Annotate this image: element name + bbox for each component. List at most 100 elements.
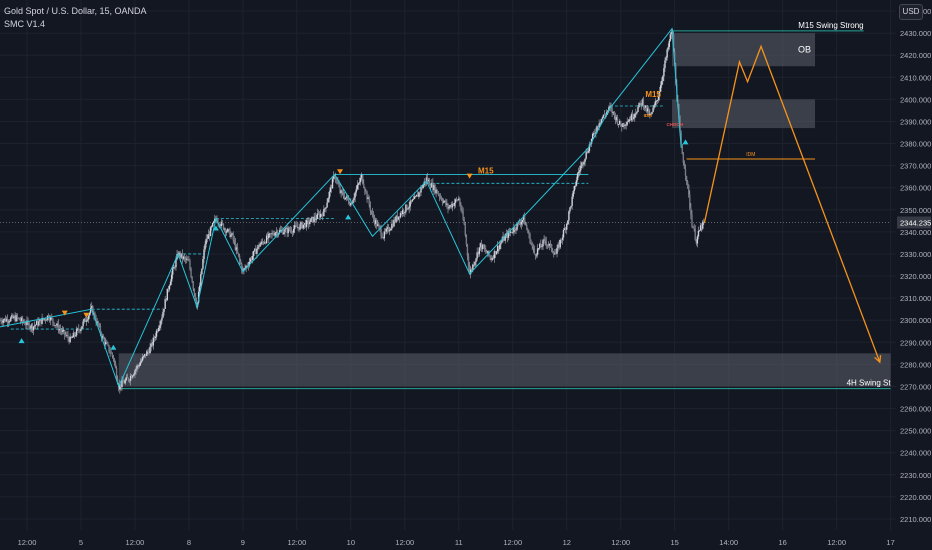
candle-body [703,221,705,223]
candle-body [15,315,17,322]
candle-body [79,330,81,332]
candle-body [347,199,350,204]
candle-body [380,228,382,236]
candle-body [564,228,567,230]
candle-body [71,337,74,339]
candle-body [317,213,320,215]
price-tick-label: 2260.000 [900,405,931,414]
candle-body [156,330,159,332]
candle-body [152,337,154,346]
candle-body [398,216,401,218]
candle-body [425,177,428,183]
candle-body [162,311,164,318]
candle-body [225,231,228,233]
candle-body [472,264,474,270]
candle-body [73,332,76,336]
currency-button[interactable]: USD [899,4,923,20]
candle-body [359,177,362,183]
candle-body [659,85,662,92]
candle-body [537,248,540,249]
candle-body [621,126,623,128]
candle-body [485,249,487,252]
candle-body [581,162,583,166]
candle-body [475,258,477,262]
candle-body [0,320,2,322]
candle-body [645,105,648,112]
candle-body [132,375,134,378]
candle-body [297,227,299,229]
candle-body [202,259,204,269]
candle-body [181,253,184,259]
price-axis[interactable]: 2210.000 2220.000 2230.000 2240.000 2250.000… [896,0,932,550]
swing-low-marker [110,344,117,350]
candle-body [224,228,227,233]
time-tick-label: 15 [671,538,679,547]
candle-body [652,107,654,112]
candle-body [613,111,615,116]
candle-body [683,162,686,169]
candle-body [521,219,524,222]
candle-body [104,339,106,345]
price-tick-label: 2350.000 [900,206,931,215]
candle-body [194,293,197,301]
candle-body [570,205,572,208]
candle-body [642,99,645,108]
candle-body [254,248,256,251]
candle-body [160,320,162,326]
candle-body [260,241,262,245]
candle-body [587,151,590,153]
candle-body [636,111,638,114]
candle-body [573,186,576,192]
candle-body [59,329,62,331]
candle-body [664,60,666,69]
candle-body [622,123,624,128]
candle-body [692,226,694,229]
candle-body [533,248,536,255]
indicator-label[interactable]: SMC V1.4 [4,19,46,29]
candle-body [164,299,166,309]
candle-body [594,133,596,134]
candle-body [62,329,65,331]
candle-body [378,224,380,227]
time-tick-label: 8 [187,538,191,547]
candle-body [223,228,226,230]
swing-low-marker [682,139,689,145]
candle-body [329,187,332,192]
candle-body [268,233,270,239]
candle-body [441,200,444,203]
candle-body [404,212,406,213]
candle-body [235,247,238,250]
candle-body [179,252,181,258]
time-axis[interactable]: 12:00 5 12:00 8 9 12:00 10 12:00 11 12:00 12 12:00 1… [0,530,932,550]
candle-body [16,315,18,318]
candle-body [306,220,309,221]
candle-body [691,214,693,227]
candle-body [534,254,537,256]
candle-body [550,244,553,251]
candle-body [468,266,471,275]
candle-body [128,380,131,382]
candle-body [681,145,683,155]
candle-body [554,253,556,255]
candle-body [187,259,189,261]
candle-body [222,223,225,230]
chart-grid [0,0,896,530]
candle-body [474,261,476,266]
price-tick-label: 2360.000 [900,184,931,193]
candle-body [381,235,383,238]
price-tick-label: 2330.000 [900,250,931,259]
candle-body [432,182,434,191]
candle-body [397,216,400,220]
price-tick-label: 2270.000 [900,382,931,391]
candle-body [494,251,497,255]
candle-body [637,107,639,112]
candle-body [389,230,391,232]
candle-body [85,320,88,322]
candle-body [236,247,239,253]
candle-body [530,243,532,244]
candle-body [600,119,602,123]
candle-body [445,200,447,205]
candle-body [107,343,109,346]
candle-body [627,121,629,123]
